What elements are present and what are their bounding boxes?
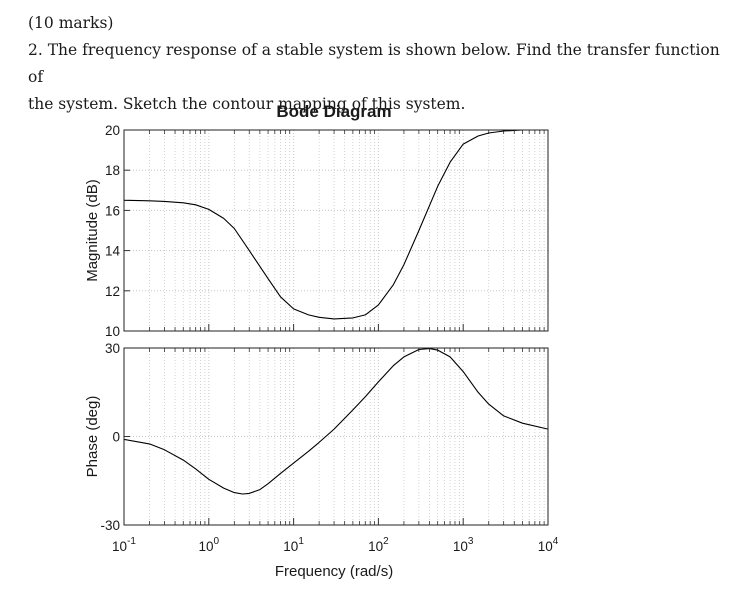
- x-tick-label: 104: [538, 536, 559, 554]
- y-axis-label: Magnitude (dB): [84, 179, 101, 282]
- y-tick-label: 18: [105, 163, 120, 178]
- plot-area: [124, 130, 548, 331]
- plot-frame: [123, 347, 549, 526]
- x-tick-label: 100: [199, 536, 220, 554]
- x-axis-label: Frequency (rad/s): [275, 563, 393, 580]
- x-tick-labels: 10-1 100 101 102 103 104: [112, 536, 559, 554]
- y-tick-label: 14: [105, 244, 121, 259]
- y-tick-label: 12: [105, 284, 120, 299]
- plot-frame: [123, 129, 549, 332]
- y-tick-label: 20: [105, 123, 120, 138]
- x-tick-label: 10-1: [112, 536, 136, 554]
- y-tick-label: 10: [105, 324, 120, 339]
- question-line-2: the system. Sketch the contour mapping o…: [28, 95, 466, 113]
- x-tick-label: 103: [453, 536, 474, 554]
- magnitude-panel: 10 12 14 16 18 20 Magnitude (dB): [84, 123, 549, 339]
- y-tick-label: 30: [105, 341, 120, 356]
- y-tick-label: 0: [112, 430, 120, 445]
- plot-area: [124, 348, 548, 525]
- y-axis-label: Phase (deg): [84, 396, 101, 478]
- marks-label: (10 marks): [28, 14, 114, 32]
- question-text: (10 marks) 2. The frequency response of …: [28, 10, 728, 118]
- phase-panel: -30 0 30 Phase (deg): [84, 341, 549, 533]
- chart-title: Bode Diagram: [276, 102, 391, 121]
- data-line-1: [123, 348, 549, 495]
- y-tick-label: -30: [100, 518, 120, 533]
- x-tick-label: 101: [283, 536, 304, 554]
- y-tick-label: 16: [105, 203, 120, 218]
- x-tick-label: 102: [368, 536, 389, 554]
- data-line-0: [123, 129, 548, 320]
- question-line-1: 2. The frequency response of a stable sy…: [28, 41, 720, 86]
